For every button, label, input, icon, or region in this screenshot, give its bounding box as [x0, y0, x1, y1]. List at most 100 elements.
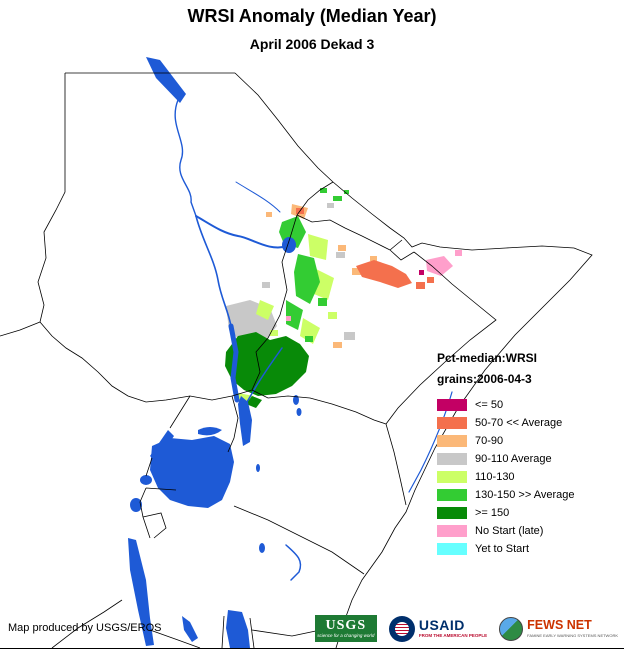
patches-no-start-late	[286, 250, 462, 321]
legend-swatch	[437, 435, 467, 447]
anomaly-patch	[416, 282, 425, 289]
lake-chamo	[296, 408, 302, 416]
patches-130-150	[279, 188, 349, 342]
border-chad-car	[0, 321, 41, 337]
anomaly-patch	[246, 396, 262, 408]
legend-item: >= 150	[437, 507, 621, 519]
lake-victoria	[150, 436, 234, 508]
lake-nasser	[146, 57, 186, 103]
small-lake	[259, 543, 265, 553]
anomaly-patch	[352, 268, 362, 275]
coastline	[234, 72, 593, 648]
anomaly-patch	[305, 336, 313, 342]
legend-item: <= 50	[437, 399, 621, 411]
fewsnet-logo-tagline: FAMINE EARLY WARNING SYSTEMS NETWORK	[527, 632, 618, 638]
map-attribution: Map produced by USGS/EROS	[8, 622, 162, 634]
patches-ge-150	[225, 332, 309, 408]
anomaly-patch	[344, 332, 355, 340]
legend-swatch	[437, 471, 467, 483]
legend-label: No Start (late)	[475, 525, 544, 537]
lake-abaya	[293, 395, 299, 405]
legend-label: 70-90	[475, 435, 504, 447]
legend-swatch	[437, 489, 467, 501]
legend-swatch	[437, 525, 467, 537]
legend-item: 70-90	[437, 435, 621, 447]
anomaly-patch	[344, 190, 349, 194]
legend-item: 90-110 Average	[437, 453, 621, 465]
anomaly-patch	[333, 196, 342, 201]
anomaly-patch	[427, 277, 434, 283]
lake-kyoga	[198, 427, 222, 436]
anomaly-patch	[294, 254, 320, 304]
rivers	[174, 99, 453, 581]
anomaly-patch	[356, 260, 412, 288]
anomaly-patch	[270, 330, 278, 336]
anomaly-patch	[308, 234, 328, 260]
globe-icon	[499, 616, 524, 641]
anomaly-patch	[338, 245, 346, 251]
fewsnet-logo-text-block: FEWS NET FAMINE EARLY WARNING SYSTEMS NE…	[527, 619, 618, 638]
legend-title-line1: Pct-median:WRSI	[437, 351, 538, 365]
usaid-seal-stripes	[394, 621, 409, 636]
patches-le-50	[419, 270, 424, 275]
anomaly-patch	[455, 250, 462, 256]
legend-item: No Start (late)	[437, 525, 621, 537]
usaid-seal-icon	[388, 615, 415, 642]
page-subtitle: April 2006 Dekad 3	[249, 36, 375, 52]
border-eritrea-ethiopia	[296, 214, 391, 251]
border-uganda-drc	[145, 395, 191, 477]
legend-swatch	[437, 399, 467, 411]
border-kenya-tanzania	[233, 505, 365, 575]
legend-label: <= 50	[475, 399, 504, 411]
legend-label: Yet to Start	[475, 543, 530, 555]
legend-swatch	[437, 453, 467, 465]
usaid-logo-text-block: USAID FROM THE AMERICAN PEOPLE	[419, 618, 487, 639]
lake-rukwa	[182, 616, 198, 642]
anomaly-patch	[336, 252, 345, 258]
anomaly-patch	[286, 316, 291, 321]
legend-swatch	[437, 417, 467, 429]
legend-label: 130-150 >> Average	[475, 489, 575, 501]
border-kenya-somalia	[385, 423, 407, 506]
lake-kivu	[130, 498, 142, 512]
anomaly-patch	[266, 212, 272, 217]
blue-nile-river	[195, 215, 289, 249]
anomaly-patch	[256, 300, 274, 320]
ruaha-river	[285, 544, 302, 581]
usgs-logo-text: USGS	[325, 617, 367, 633]
border-rwanda-burundi	[139, 487, 177, 539]
legend-swatch	[437, 543, 467, 555]
omo-river	[246, 347, 283, 403]
anomaly-patch	[333, 342, 342, 348]
legend-title-line2: grains:2006-04-3	[437, 372, 532, 386]
fewsnet-logo: FEWS NET FAMINE EARLY WARNING SYSTEMS NE…	[499, 616, 618, 641]
sudd-wetland	[228, 323, 240, 403]
lake-tana	[282, 237, 296, 253]
usgs-logo-tagline: science for a changing world	[317, 632, 375, 638]
anomaly-patch	[426, 256, 453, 276]
legend-swatch	[437, 507, 467, 519]
lake-turkana	[238, 396, 252, 446]
anomaly-patch	[225, 332, 309, 396]
anomaly-patch	[370, 256, 377, 261]
legend-label: 90-110 Average	[475, 453, 552, 465]
nile-river	[174, 99, 197, 217]
page-title: WRSI Anomaly (Median Year)	[187, 6, 437, 26]
legend: Pct-median:WRSI grains:2006-04-3 <= 50 5…	[437, 348, 621, 561]
usaid-logo: USAID FROM THE AMERICAN PEOPLE	[388, 615, 487, 642]
anomaly-patch	[327, 203, 334, 208]
fewsnet-logo-text: FEWS NET	[527, 618, 592, 633]
anomaly-patch	[328, 312, 337, 319]
country-borders	[0, 72, 593, 648]
anomaly-patch	[318, 298, 327, 306]
border-ethiopia-somalia	[385, 251, 497, 425]
usgs-logo: USGS science for a changing world	[314, 615, 377, 642]
border-uganda-kenya	[227, 395, 239, 453]
border-tanzania-south	[149, 615, 345, 648]
border-ethiopia-kenya	[251, 389, 387, 425]
lake-edward	[140, 475, 152, 485]
border-west-sudan	[37, 73, 66, 323]
lake-malawi	[226, 610, 250, 648]
